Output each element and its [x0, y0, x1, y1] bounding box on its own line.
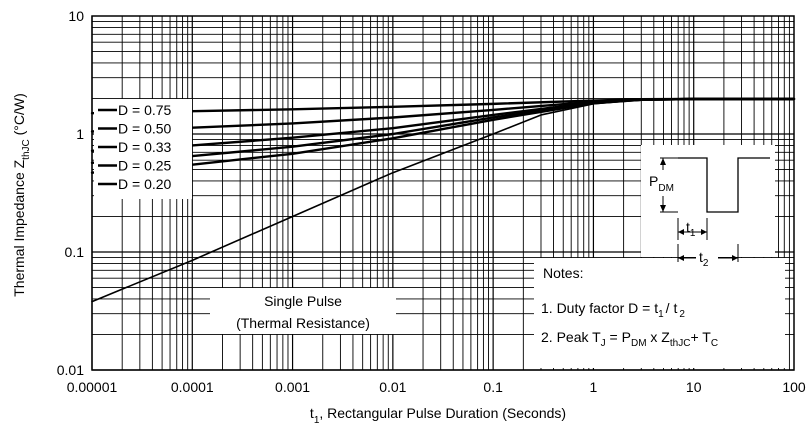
- notes-background: [534, 258, 785, 368]
- t2-label: t2: [699, 249, 709, 269]
- single-pulse-label-line2: (Thermal Resistance): [236, 315, 370, 331]
- legend-label: D = 0.50: [118, 121, 172, 137]
- t1-sub: 1: [690, 228, 696, 239]
- x-tick-label: 100: [782, 379, 806, 395]
- note1-text-b: / t: [666, 300, 678, 316]
- notes-title: Notes:: [543, 265, 583, 281]
- x-tick-label: 0.1: [483, 379, 503, 395]
- x-tick-labels: 0.00001 0.0001 0.001 0.01 0.1 1 10 100: [67, 379, 806, 395]
- pdm-arrow-head-top: [660, 158, 666, 165]
- pdm-label-background: [647, 170, 679, 196]
- x-tick-label: 0.001: [275, 379, 310, 395]
- pdm-main: P: [649, 173, 658, 189]
- x-axis-label-rest: , Rectangular Pulse Duration (Seconds): [319, 405, 566, 421]
- note2-text-c: x Z: [647, 329, 671, 345]
- y-tick-label: 1: [76, 126, 84, 142]
- legend-background: [94, 99, 192, 199]
- series-lines: [90, 97, 796, 303]
- single-pulse-label-background: [210, 288, 396, 334]
- legend: D = 0.75 D = 0.50 D = 0.33 D = 0.25 D = 0.20: [94, 99, 192, 199]
- note2-text-d: + T: [690, 329, 711, 345]
- note2-sub-thjc: thJC: [670, 338, 691, 349]
- series-line-6: [91, 98, 795, 303]
- x-tick-label: 0.01: [379, 379, 406, 395]
- pulse-waveform-diagram: PDM t1 t2: [641, 145, 775, 269]
- y-axis-label-main: Thermal Impedance Z: [11, 159, 27, 296]
- t1-arrow-head-left: [678, 229, 684, 235]
- x-tick-label: 0.0001: [171, 379, 214, 395]
- note1-text-a: 1. Duty factor D = t: [541, 300, 658, 316]
- note1-sub2: 2: [679, 309, 685, 320]
- legend-label: D = 0.20: [118, 176, 172, 192]
- single-pulse-label: Single Pulse (Thermal Resistance): [210, 288, 396, 334]
- pulse-waveform: [678, 157, 770, 213]
- x-tick-label: 0.00001: [67, 379, 118, 395]
- pdm-arrow-head-bottom: [660, 205, 666, 212]
- note2-text-a: 2. Peak T: [541, 329, 601, 345]
- y-tick-label: 0.01: [57, 362, 84, 378]
- x-axis-label-sub: 1: [314, 415, 320, 426]
- note2-sub-j: J: [601, 338, 606, 349]
- legend-label: D = 0.33: [118, 139, 172, 155]
- t1-arrow-head-right: [701, 229, 707, 235]
- t2-sub: 2: [703, 258, 709, 269]
- t1-label: t1: [686, 219, 696, 239]
- note2-sub-dm: DM: [631, 338, 647, 349]
- legend-label: D = 0.25: [118, 158, 172, 174]
- plot-frame: [91, 15, 795, 371]
- note1-sub1: 1: [658, 309, 664, 320]
- x-axis-label-main: t: [310, 405, 314, 421]
- pdm-label: PDM: [649, 173, 674, 194]
- t2-main: t: [699, 249, 703, 265]
- note2-text-b: = P: [606, 329, 631, 345]
- t2-label-background: [696, 250, 718, 268]
- y-tick-labels: 10 1 0.1 0.01: [57, 8, 84, 378]
- x-tick-label: 1: [590, 379, 598, 395]
- t1-main: t: [686, 219, 690, 235]
- t2-arrow-head-left: [678, 255, 684, 261]
- waveform-background: [641, 145, 775, 257]
- note-peak-tj: 2. Peak TJ = PDM x ZthJC+ TC: [541, 329, 718, 349]
- note2-sub-c: C: [711, 338, 718, 349]
- t2-arrow-head-right: [732, 255, 738, 261]
- legend-label: D = 0.75: [118, 102, 172, 118]
- single-pulse-label-line1: Single Pulse: [264, 293, 342, 309]
- y-axis-label: Thermal Impedance ZthJC (°C/W): [11, 93, 32, 297]
- x-axis-label: t1, Rectangular Pulse Duration (Seconds): [310, 405, 566, 426]
- x-tick-label: 10: [686, 379, 702, 395]
- y-tick-label: 0.1: [65, 244, 85, 260]
- pdm-sub: DM: [658, 183, 674, 194]
- y-axis-label-sub: thJC: [21, 139, 32, 160]
- y-axis-label-rest: (°C/W): [11, 93, 27, 139]
- y-tick-label: 10: [68, 8, 84, 24]
